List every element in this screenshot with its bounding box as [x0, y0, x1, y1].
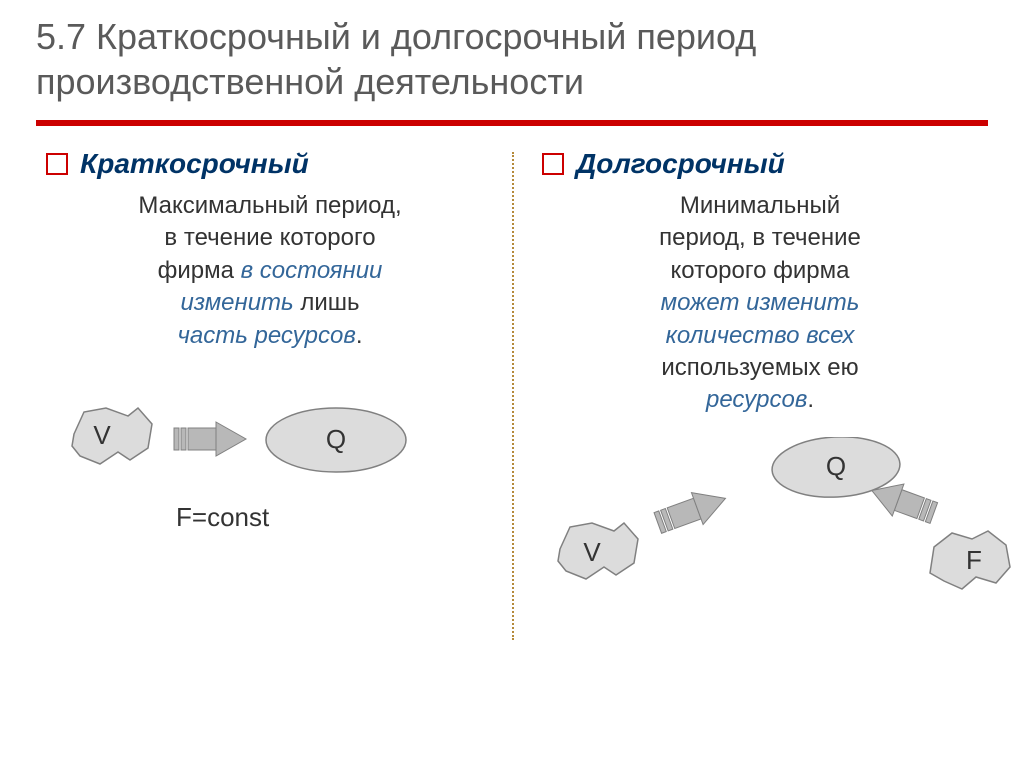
title-underline [36, 120, 988, 126]
def-emphasis: может изменить [661, 289, 860, 316]
formula-f-const: F=const [176, 502, 269, 533]
diagram-svg: Q V [542, 437, 1022, 637]
def-line: фирма [158, 257, 241, 284]
def-emphasis: изменить [180, 289, 293, 316]
column-long-term: Долгосрочный Минимальный период, в течен… [512, 148, 988, 668]
def-emphasis: часть ресурсов [177, 322, 355, 349]
def-period: . [807, 386, 814, 413]
arrow-v-to-q [652, 482, 731, 539]
node-v-shape: V [558, 523, 638, 579]
node-v-label: V [583, 537, 601, 567]
diagram-svg: V Q [46, 372, 506, 572]
subheading-text: Краткосрочный [80, 148, 309, 180]
def-line: лишь [294, 289, 360, 316]
node-q-shape: Q [266, 408, 406, 472]
def-line: в течение которого [164, 224, 375, 251]
arrow-v-to-q [174, 422, 246, 456]
node-f-shape: F [930, 531, 1010, 589]
subheading-long-term: Долгосрочный [542, 148, 978, 180]
column-short-term: Краткосрочный Максимальный период, в теч… [36, 148, 512, 668]
def-emphasis: количество всех [666, 322, 855, 349]
node-q-label: Q [826, 451, 846, 481]
def-line: Минимальный [680, 192, 840, 219]
def-period: . [356, 322, 363, 349]
diagram-short-term: V Q F=const [46, 372, 494, 572]
def-line: которого фирма [671, 257, 850, 284]
def-line: Максимальный период, [138, 192, 401, 219]
definition-short-term: Максимальный период, в течение которого … [46, 190, 494, 352]
definition-long-term: Минимальный период, в течение которого ф… [542, 190, 978, 417]
bullet-square-icon [46, 153, 68, 175]
def-line: используемых ею [661, 354, 858, 381]
content-columns: Краткосрочный Максимальный период, в теч… [36, 148, 988, 668]
slide: 5.7 Краткосрочный и долгосрочный период … [0, 0, 1024, 768]
slide-title: 5.7 Краткосрочный и долгосрочный период … [36, 14, 988, 104]
subheading-short-term: Краткосрочный [46, 148, 494, 180]
subheading-text: Долгосрочный [576, 148, 785, 180]
diagram-long-term: Q V [542, 437, 978, 637]
def-emphasis: ресурсов [706, 386, 807, 413]
node-q-label: Q [326, 424, 346, 454]
node-v-shape: V [72, 408, 152, 464]
node-f-label: F [966, 545, 982, 575]
node-v-label: V [93, 420, 111, 450]
bullet-square-icon [542, 153, 564, 175]
def-emphasis: в состоянии [241, 257, 383, 284]
def-line: период, в течение [659, 224, 861, 251]
